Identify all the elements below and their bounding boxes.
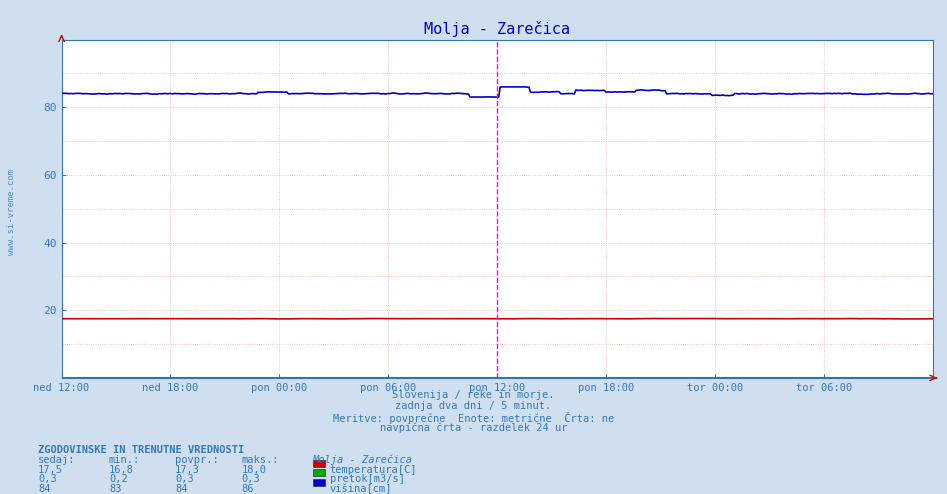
Text: temperatura[C]: temperatura[C] <box>330 465 417 475</box>
Text: 0,3: 0,3 <box>175 474 194 484</box>
Text: maks.:: maks.: <box>241 455 279 465</box>
Text: Meritve: povprečne  Enote: metrične  Črta: ne: Meritve: povprečne Enote: metrične Črta:… <box>333 412 614 424</box>
Text: 0,2: 0,2 <box>109 474 128 484</box>
Text: 17,3: 17,3 <box>175 465 200 475</box>
Text: višina[cm]: višina[cm] <box>330 484 392 494</box>
Text: ZGODOVINSKE IN TRENUTNE VREDNOSTI: ZGODOVINSKE IN TRENUTNE VREDNOSTI <box>38 445 244 454</box>
Text: povpr.:: povpr.: <box>175 455 219 465</box>
Text: 83: 83 <box>109 484 121 494</box>
Text: min.:: min.: <box>109 455 140 465</box>
Title: Molja - Zarečica: Molja - Zarečica <box>424 21 570 37</box>
Text: 86: 86 <box>241 484 254 494</box>
Text: 18,0: 18,0 <box>241 465 266 475</box>
Text: 0,3: 0,3 <box>38 474 57 484</box>
Text: 16,8: 16,8 <box>109 465 134 475</box>
Text: Molja - Zarečica: Molja - Zarečica <box>313 455 413 465</box>
Text: 84: 84 <box>175 484 188 494</box>
Text: zadnja dva dni / 5 minut.: zadnja dva dni / 5 minut. <box>396 401 551 411</box>
Text: navpična črta - razdelek 24 ur: navpična črta - razdelek 24 ur <box>380 423 567 433</box>
Text: sedaj:: sedaj: <box>38 455 76 465</box>
Text: www.si-vreme.com: www.si-vreme.com <box>7 169 16 255</box>
Text: Slovenija / reke in morje.: Slovenija / reke in morje. <box>392 390 555 400</box>
Text: 17,5: 17,5 <box>38 465 63 475</box>
Text: pretok[m3/s]: pretok[m3/s] <box>330 474 404 484</box>
Text: 0,3: 0,3 <box>241 474 260 484</box>
Text: 84: 84 <box>38 484 50 494</box>
